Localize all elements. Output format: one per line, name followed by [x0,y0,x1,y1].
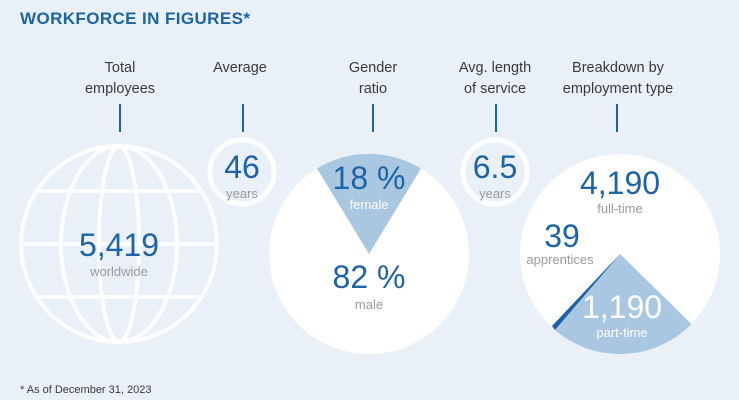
service-label: years [479,186,511,201]
header-total-employees: Total employees [70,58,170,100]
apprentices-value: 39 [544,218,580,254]
female-label: female [349,197,389,212]
header-gender-line2: ratio [358,81,388,97]
section-title: WORKFORCE IN FIGURES* [20,9,251,28]
parttime-label: part-time [596,325,648,340]
total-employees-label: worldwide [90,264,148,279]
header-avg-service: Avg. length of service [440,58,550,100]
service-circle [460,137,530,207]
footnote: * As of December 31, 2023 [20,384,152,396]
employment-parttime-slice [555,254,692,355]
header-breakdown-line1: Breakdown by [572,60,664,76]
age-circle [207,137,277,207]
connector-gender [372,104,374,132]
header-gender-line1: Gender [348,60,398,76]
employment-apprentices-slice [552,254,620,330]
male-value: 82 % [332,259,406,295]
connector-service [495,104,497,132]
header-service-line1: Avg. length [458,60,532,76]
connector-average [242,104,244,132]
header-total-line1: Total [104,60,136,76]
header-total-line2: employees [84,81,156,97]
total-employees-value: 5,419 [78,227,160,263]
globe-icon [19,144,219,344]
gender-female-slice [317,153,421,254]
fulltime-label: full-time [597,201,643,216]
service-value: 6.5 [472,149,518,185]
age-label: years [226,186,258,201]
header-breakdown: Breakdown by employment type [548,58,688,100]
connector-breakdown [616,104,618,132]
header-breakdown-line2: employment type [562,81,674,97]
header-gender-ratio: Gender ratio [323,58,423,100]
male-label: male [354,297,384,312]
parttime-value: 1,190 [581,289,663,325]
header-service-line2: of service [463,81,527,97]
fulltime-value: 4,190 [579,165,661,201]
apprentices-label: apprentices [526,252,594,267]
header-average: Average [213,60,267,76]
female-value: 18 % [332,160,406,196]
age-value: 46 [224,149,260,185]
connector-total [119,104,121,132]
